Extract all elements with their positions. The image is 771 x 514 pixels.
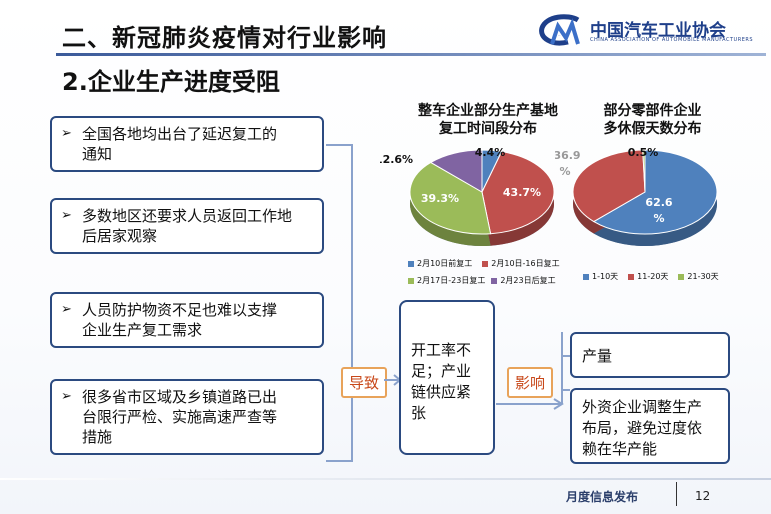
reason-line: 通知 <box>82 145 113 163</box>
reason-line: 人员防护物资不足也难以支撑 <box>82 301 278 319</box>
impact-line: 外资企业调整生产 <box>582 398 703 416</box>
pie-data-label-suffix: % <box>559 165 570 178</box>
pie-slice <box>481 151 555 235</box>
bracket-connector <box>326 144 353 462</box>
pie-slice <box>572 149 646 223</box>
legend-label: 11-20天 <box>637 272 669 281</box>
reason-box-3: ➢ 人员防护物资不足也难以支撑 企业生产复工需求 <box>50 292 324 348</box>
reason-line: 企业生产复工需求 <box>82 321 203 339</box>
chart2-legend-item: 21-30天 <box>678 271 719 282</box>
pie-data-label: 36.9 <box>555 149 581 162</box>
chart1-legend-item: 2月10日-16日复工 <box>482 258 560 269</box>
page-title: 二、新冠肺炎疫情对行业影响 <box>62 24 387 52</box>
legend-swatch <box>408 260 414 267</box>
chart2-legend-item: 11-20天 <box>628 271 668 282</box>
chart1-title-line: 整车企业部分生产基地 <box>418 103 558 119</box>
chart2-pie: 62.6 36.9 0.5%%% <box>555 146 718 246</box>
center-line: 张 <box>411 404 427 422</box>
title-divider <box>56 53 766 56</box>
reason-line: 多数地区还要求人员返回工作地 <box>82 207 293 225</box>
legend-label: 2月10日前复工 <box>417 259 473 268</box>
chart1-title-line: 复工时间段分布 <box>439 121 537 137</box>
impact-line: 赖在华产能 <box>582 440 658 458</box>
chart1-legend-item: 2月23日后复工 <box>491 275 556 286</box>
legend-label: 1-10天 <box>592 272 619 281</box>
section-subtitle: 2.企业生产进度受阻 <box>62 68 280 96</box>
page-number: 12 <box>695 489 711 503</box>
chart2-title-line: 多休假天数分布 <box>603 121 702 137</box>
chart2-legend: 1-10天 11-20天 21-30天 <box>583 271 719 282</box>
chart1-legend: 2月10日前复工 2月10日-16日复工 2月17日-23日复工 2月23日后复… <box>408 258 593 286</box>
arrow-bullet-icon: ➢ <box>61 208 72 223</box>
reason-line: 台限行严检、实施高速严查等 <box>82 408 278 426</box>
cause-label: 导致 <box>341 367 388 398</box>
arrow-bullet-icon: ➢ <box>61 302 72 317</box>
logo-mark-text: CAM <box>558 34 560 37</box>
pie-data-label: 43.7% <box>503 186 541 199</box>
pie-data-label: 39.3% <box>421 192 459 205</box>
pie-data-label: 12.6% <box>380 153 413 166</box>
reason-line: 措施 <box>82 428 113 446</box>
reason-line: 全国各地均出台了延迟复工的 <box>82 125 278 143</box>
reason-line: 后居家观察 <box>82 227 158 245</box>
pie-slice <box>429 149 483 193</box>
impact-connector <box>496 332 570 410</box>
caam-logo-icon: CAM <box>539 14 580 46</box>
reason-box-4: ➢ 很多省市区域及乡镇道路已出 台限行严检、实施高速严查等 措施 <box>50 379 324 455</box>
legend-swatch <box>678 273 685 280</box>
reason-box-2: ➢ 多数地区还要求人员返回工作地 后居家观察 <box>50 198 324 254</box>
impact-line: 布局，避免过度依 <box>582 419 703 437</box>
footer-divider <box>0 478 771 480</box>
pie-data-label: 0.5% <box>628 146 659 159</box>
effect-label: 影响 <box>507 367 554 398</box>
reason-box-1: ➢ 全国各地均出台了延迟复工的 通知 <box>50 116 324 172</box>
legend-label: 2月17日-23日复工 <box>417 276 486 285</box>
arrow-bullet-icon: ➢ <box>61 126 72 141</box>
chart2-title-line: 部分零部件企业 <box>603 103 702 119</box>
center-outcome-box: 开工率不 足；产业 链供应紧 张 <box>399 300 495 455</box>
pie-slice <box>592 149 718 235</box>
center-line: 链供应紧 <box>411 383 472 401</box>
center-line: 开工率不 <box>411 341 472 359</box>
chart2-legend-item: 1-10天 <box>583 271 618 282</box>
legend-swatch <box>628 273 635 280</box>
legend-swatch <box>408 277 414 284</box>
chart1-pie: 4.4% 43.7% 39.3% 12.6% <box>380 146 555 246</box>
chart1-title: 整车企业部分生产基地 复工时间段分布 <box>398 102 578 138</box>
chart1-legend-item: 2月10日前复工 <box>408 258 472 269</box>
legend-label: 2月10日-16日复工 <box>491 259 560 268</box>
chart2-title: 部分零部件企业 多休假天数分布 <box>585 102 720 138</box>
legend-swatch <box>491 277 498 284</box>
impact-box-foreign: 外资企业调整生产 布局，避免过度依 赖在华产能 <box>570 388 730 464</box>
pie-slice <box>642 149 646 193</box>
chart1-legend-item: 2月17日-23日复工 <box>408 275 485 286</box>
legend-label: 2月23日后复工 <box>500 276 556 285</box>
arrow-bullet-icon: ➢ <box>61 389 72 404</box>
legend-swatch <box>482 260 489 267</box>
legend-label: 21-30天 <box>687 272 719 281</box>
pie-data-label-suffix: % <box>653 212 664 225</box>
logo-text: 中国汽车工业协会 <box>590 21 726 41</box>
legend-swatch <box>583 273 589 280</box>
footer-separator <box>676 482 677 506</box>
pie-slice <box>409 161 492 235</box>
impact-box-output: 产量 <box>570 332 730 378</box>
pie-data-label: 4.4% <box>475 146 506 159</box>
impact-text: 产量 <box>582 347 613 365</box>
reason-line: 很多省市区域及乡镇道路已出 <box>82 388 278 406</box>
footer-text: 月度信息发布 <box>566 490 639 504</box>
center-line: 足；产业 <box>411 362 472 380</box>
pie-data-label: 62.6 <box>645 196 672 209</box>
logo-subtext: CHINA ASSOCIATION OF AUTOMOBILE MANUFACT… <box>590 37 754 43</box>
